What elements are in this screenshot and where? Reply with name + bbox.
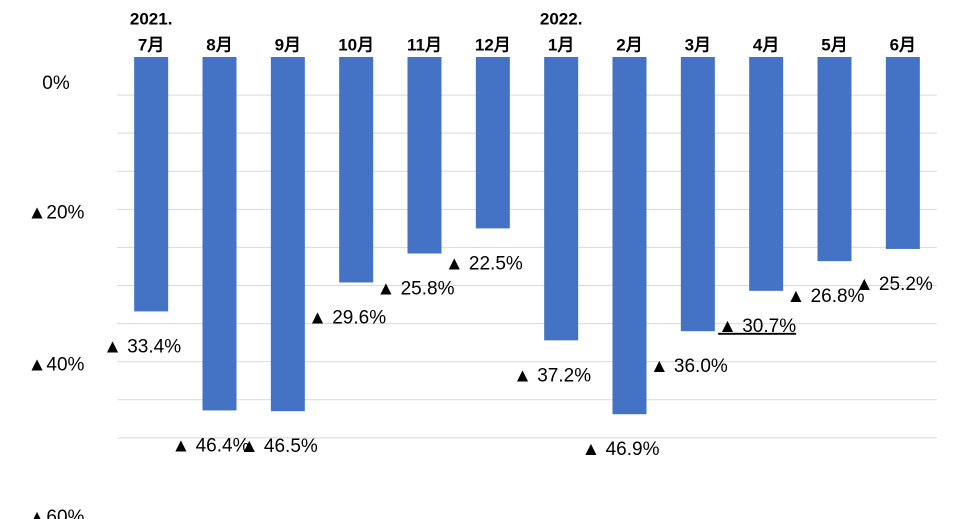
bar [680, 57, 715, 332]
bar [544, 57, 579, 341]
y-tick-label: ▲20% [28, 202, 85, 223]
data-label: ▲ 25.2% [855, 274, 933, 295]
y-tick-label: ▲40% [28, 355, 85, 376]
bar [202, 57, 237, 411]
data-label: ▲ 37.2% [513, 365, 591, 386]
x-tick-label: 2月 [616, 35, 642, 54]
x-tick-label: 5月 [821, 35, 847, 54]
year-label: 2021. [130, 9, 173, 28]
data-label: ▲ 46.5% [240, 436, 318, 457]
year-label: 2022. [540, 9, 583, 28]
data-label: ▲ 46.4% [172, 435, 250, 456]
y-tick-label: 0% [42, 73, 70, 94]
data-label: ▲ 30.7% [718, 316, 796, 337]
data-label: ▲ 26.8% [787, 286, 865, 307]
bar [134, 57, 169, 312]
bar [612, 57, 647, 415]
data-label: ▲ 46.9% [582, 439, 660, 460]
x-tick-label: 4月 [753, 35, 779, 54]
x-tick-label: 11月 [407, 35, 442, 54]
data-label: ▲ 29.6% [308, 307, 386, 328]
bar [475, 57, 510, 229]
bar [749, 57, 784, 291]
x-tick-label: 12月 [475, 35, 511, 54]
bar [339, 57, 374, 283]
y-tick-label: ▲60% [28, 507, 85, 519]
data-label: ▲ 33.4% [103, 336, 181, 357]
x-tick-label: 7月 [138, 35, 164, 54]
bar [407, 57, 442, 254]
x-tick-label: 9月 [275, 35, 301, 54]
bar [270, 57, 305, 412]
x-tick-label: 8月 [206, 35, 232, 54]
x-tick-label: 10月 [338, 35, 374, 54]
data-label: ▲ 36.0% [650, 356, 728, 377]
data-label: ▲ 25.8% [377, 279, 455, 300]
x-tick-label: 3月 [685, 35, 711, 54]
x-tick-label: 6月 [890, 35, 916, 54]
bar [817, 57, 852, 262]
bar [885, 57, 920, 249]
data-label: ▲ 22.5% [445, 253, 523, 274]
x-tick-label: 1月 [548, 35, 574, 54]
